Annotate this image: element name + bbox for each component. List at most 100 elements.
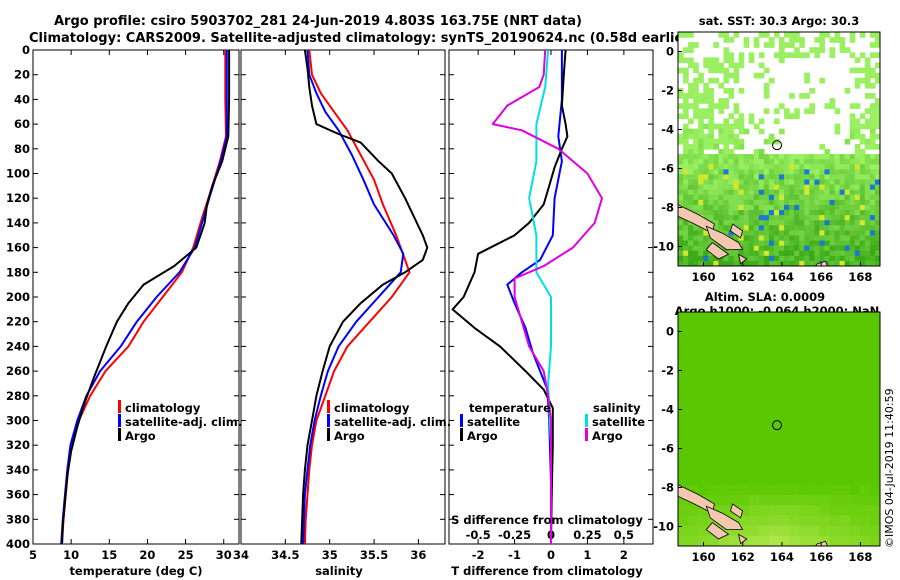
map-cell (678, 352, 689, 364)
map-cell (779, 103, 785, 109)
map-cell (869, 474, 880, 486)
map-cell (718, 373, 730, 384)
map-cell (703, 154, 709, 160)
map-cell (789, 505, 800, 517)
map-cell (743, 250, 750, 257)
map-cell (859, 240, 866, 247)
difference-xlabel: T difference from climatology (451, 564, 643, 578)
map-cell (854, 210, 861, 216)
map-cell (814, 184, 820, 191)
map-cell (698, 204, 704, 211)
map-cell (829, 413, 841, 425)
map-cell (864, 215, 871, 221)
map-cell (763, 108, 770, 114)
map-cell (683, 250, 689, 257)
map-cell (683, 260, 689, 266)
map-cell (688, 332, 699, 344)
map-cell (809, 204, 815, 211)
map-cell (688, 154, 694, 160)
map-cell (768, 352, 780, 364)
map-cell (768, 332, 780, 344)
map-cell (869, 52, 876, 59)
map-cell (784, 154, 790, 160)
map-cell (758, 474, 770, 486)
map-cell (718, 128, 725, 135)
map-cell (738, 113, 745, 120)
map-cell (799, 42, 805, 48)
map-cell (743, 199, 750, 206)
map-cell (814, 245, 820, 252)
map-cell (708, 403, 719, 415)
map-cell (814, 159, 820, 165)
map-y-tick-label: -6 (661, 162, 674, 176)
map-cell (844, 184, 851, 191)
map-cell (723, 204, 730, 211)
map-cell (738, 210, 745, 216)
map-cell (708, 373, 719, 384)
map-cell (809, 220, 815, 226)
map-cell (728, 464, 740, 476)
map-cell (829, 154, 836, 160)
map-cell (713, 164, 719, 170)
map-cell (718, 342, 730, 354)
map-cell (799, 484, 810, 496)
map-cell (748, 495, 760, 506)
map-cell (758, 189, 765, 196)
map-cell (748, 342, 760, 354)
map-cell (758, 72, 765, 79)
map-cell (864, 67, 871, 74)
map-cell (723, 184, 730, 191)
map-cell (768, 230, 775, 237)
map-cell (834, 210, 841, 216)
map-cell (758, 362, 770, 374)
map-cell (779, 42, 785, 48)
sal-diff-tick-label: -0.5 (466, 528, 491, 542)
map-cell (809, 225, 815, 231)
map-cell (768, 515, 780, 527)
map-cell (864, 93, 871, 99)
map-cell (698, 444, 709, 456)
map-cell (678, 454, 689, 466)
map-cell (789, 373, 800, 384)
map-cell (819, 464, 831, 476)
map-cell (698, 403, 709, 415)
map-cell (874, 260, 880, 266)
map-cell (708, 312, 719, 323)
map-cell (748, 393, 760, 405)
map-cell (839, 37, 846, 43)
map-cell (849, 250, 856, 257)
map-cell (743, 194, 750, 201)
map-cell (779, 154, 785, 160)
map-cell (703, 230, 709, 237)
map-cell (779, 184, 785, 191)
map-cell (799, 454, 810, 466)
map-cell (854, 235, 861, 242)
map-cell (748, 373, 760, 384)
map-cell (874, 154, 880, 160)
map-cell (789, 204, 795, 211)
map-cell (839, 194, 846, 201)
map-cell (814, 164, 820, 170)
map-cell (824, 230, 831, 237)
map-cell (819, 322, 831, 333)
map-cell (693, 174, 699, 181)
map-cell (799, 352, 810, 364)
map-cell (869, 164, 876, 170)
map-cell (718, 332, 730, 344)
map-cell (799, 464, 810, 476)
map-cell (859, 454, 871, 466)
map-cell (738, 332, 750, 344)
map-cell (718, 133, 725, 140)
map-cell (779, 199, 785, 206)
map-cell (779, 362, 790, 374)
map-cell (809, 179, 815, 186)
copyright-stamp: ©IMOS 04-Jul-2019 11:40:59 (883, 388, 896, 548)
map-cell (753, 189, 760, 196)
map-cell (854, 133, 861, 140)
map-cell (859, 138, 866, 145)
map-cell (708, 322, 719, 333)
map-cell (728, 179, 735, 186)
map-cell (794, 154, 800, 160)
map-cell (839, 169, 846, 176)
map-cell (703, 57, 709, 64)
